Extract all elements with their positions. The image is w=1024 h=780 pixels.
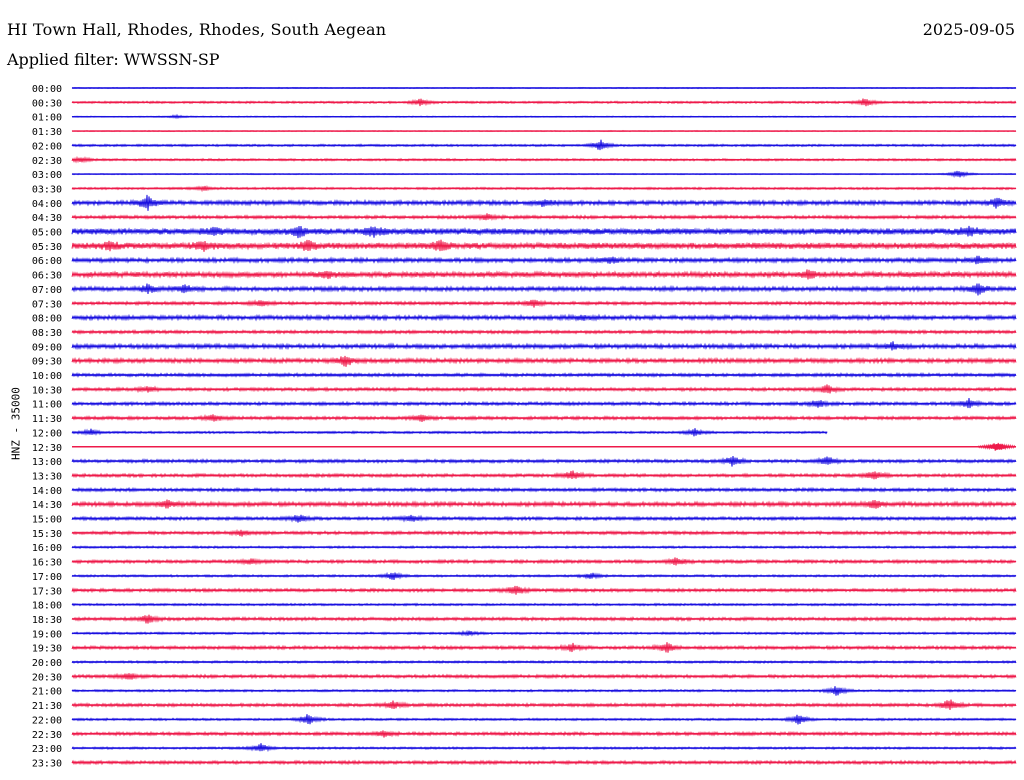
time-label-0600: 06:00 [32,256,62,267]
time-label-1100: 11:00 [32,400,62,411]
time-label-1030: 10:30 [32,385,62,396]
time-label-1130: 11:30 [32,414,62,425]
time-label-1430: 14:30 [32,500,62,511]
time-label-0030: 00:30 [32,98,62,109]
time-label-1630: 16:30 [32,558,62,569]
station-title: HI Town Hall, Rhodes, Rhodes, South Aege… [7,20,387,39]
time-label-0100: 01:00 [32,113,62,124]
trace-2300 [71,743,1017,753]
time-label-1500: 15:00 [32,515,62,526]
time-label-2230: 22:30 [32,730,62,741]
time-label-0230: 02:30 [32,156,62,167]
time-label-0300: 03:00 [32,170,62,181]
time-label-2000: 20:00 [32,658,62,669]
time-label-0400: 04:00 [32,199,62,210]
time-label-0800: 08:00 [32,314,62,325]
time-label-2200: 22:00 [32,715,62,726]
time-label-1400: 14:00 [32,486,62,497]
time-label-1930: 19:30 [32,644,62,655]
time-label-0830: 08:30 [32,328,62,339]
time-label-2330: 23:30 [32,758,62,769]
time-label-0330: 03:30 [32,184,62,195]
trace-1230-event [977,442,1016,451]
time-label-0500: 05:00 [32,228,62,239]
time-label-1900: 19:00 [32,629,62,640]
time-label-1300: 13:00 [32,457,62,468]
filter-label: Applied filter: WWSSN-SP [7,50,220,69]
time-label-0700: 07:00 [32,285,62,296]
time-label-0530: 05:30 [32,242,62,253]
date-label: 2025-09-05 [922,20,1015,39]
time-label-2100: 21:00 [32,687,62,698]
time-label-0730: 07:30 [32,299,62,310]
time-label-0130: 01:30 [32,127,62,138]
time-label-1600: 16:00 [32,543,62,554]
time-label-0200: 02:00 [32,141,62,152]
time-label-1700: 17:00 [32,572,62,583]
time-label-1800: 18:00 [32,601,62,612]
time-label-0900: 09:00 [32,342,62,353]
time-label-1730: 17:30 [32,586,62,597]
time-label-0630: 06:30 [32,271,62,282]
time-label-1230: 12:30 [32,443,62,454]
time-label-2300: 23:00 [32,744,62,755]
time-label-1200: 12:00 [32,428,62,439]
time-label-0430: 04:30 [32,213,62,224]
time-label-0000: 00:00 [32,84,62,95]
time-label-1530: 15:30 [32,529,62,540]
time-label-2030: 20:30 [32,672,62,683]
time-label-1000: 10:00 [32,371,62,382]
time-label-2130: 21:30 [32,701,62,712]
time-label-1330: 13:30 [32,471,62,482]
time-label-0930: 09:30 [32,357,62,368]
time-label-1830: 18:30 [32,615,62,626]
